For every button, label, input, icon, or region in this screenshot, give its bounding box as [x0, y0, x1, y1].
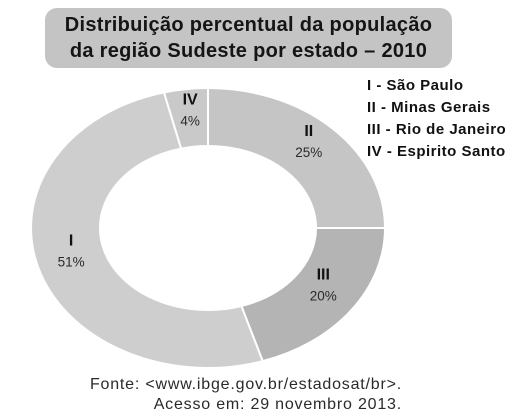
donut-slices [30, 86, 387, 369]
chart-title-line-2: da região Sudeste por estado – 2010 [69, 40, 428, 62]
legend-item-iv: IV - Espirito Santo [367, 143, 506, 160]
donut-slice-labels: II 25% III 20% I 51% IV 4% [58, 91, 337, 303]
source-note: Fonte: <www.ibge.gov.br/estadosat/br>. A… [90, 375, 402, 415]
slice-label-i: I [69, 232, 73, 249]
donut-slice-iv [162, 86, 209, 150]
slice-label-iii: III [317, 267, 330, 284]
legend-item-i: I - São Paulo [367, 77, 464, 94]
slice-percent-iv: 4% [180, 113, 200, 128]
chart-title-box: Distribuição percentual da população da … [45, 8, 452, 68]
donut-slice-ii [207, 86, 387, 229]
slice-label-ii: II [304, 123, 313, 140]
source-line-2: Acesso em: 29 novembro 2013. [153, 396, 402, 413]
slice-percent-ii: 25% [295, 145, 322, 160]
donut-slice-iii [240, 227, 387, 363]
chart-title-line-1: Distribuição percentual da população [64, 14, 433, 36]
slice-percent-i: 51% [58, 254, 85, 269]
donut-slice-i [30, 91, 265, 369]
donut-chart: II 25% III 20% I 51% IV 4% [30, 86, 387, 369]
source-line-1: Fonte: <www.ibge.gov.br/estadosat/br>. [89, 376, 402, 393]
slice-label-iv: IV [183, 91, 198, 108]
legend-item-ii: II - Minas Gerais [367, 99, 491, 116]
chart-legend: I - São Paulo II - Minas Gerais III - Ri… [367, 75, 506, 163]
legend-item-iii: III - Rio de Janeiro [367, 121, 507, 138]
slice-percent-iii: 20% [310, 289, 337, 304]
